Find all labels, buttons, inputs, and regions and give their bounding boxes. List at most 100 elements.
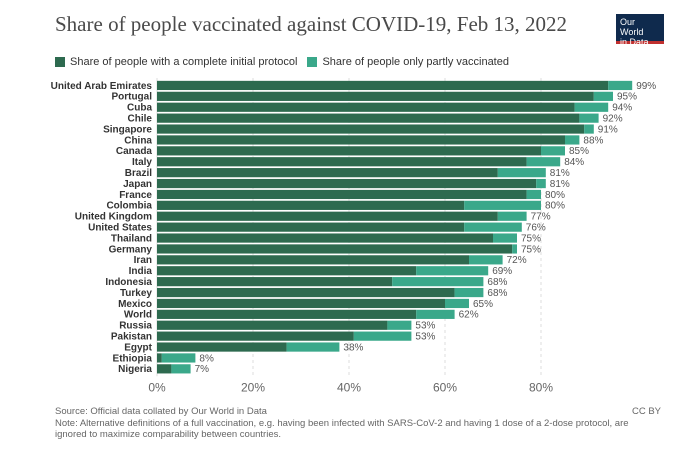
category-label: Brazil <box>125 168 152 179</box>
bar-partial <box>536 178 546 189</box>
x-tick-label: 20% <box>241 380 265 394</box>
bar-partial <box>416 266 489 276</box>
note-line-2: ignored to maximize comparability betwee… <box>55 429 281 440</box>
category-label: Portugal <box>111 92 152 103</box>
bar-partial <box>392 277 484 287</box>
bar-full <box>157 266 417 276</box>
bar-full <box>157 287 455 298</box>
category-label: Japan <box>123 179 152 190</box>
value-label: 84% <box>564 157 584 168</box>
category-label: Ethiopia <box>113 353 153 364</box>
bar-full <box>157 157 527 167</box>
bar-full <box>157 364 172 374</box>
bar-full <box>157 211 498 221</box>
bar-partial <box>416 309 455 319</box>
bar-partial <box>493 233 517 243</box>
value-label: 75% <box>521 233 541 244</box>
legend-label-partial: Share of people only partly vaccinated <box>322 56 509 68</box>
bar-full <box>157 124 585 134</box>
bar-partial <box>454 287 484 298</box>
category-label: Russia <box>119 321 152 332</box>
value-label: 68% <box>487 277 507 288</box>
bar-full <box>157 320 388 330</box>
category-label: Italy <box>132 157 152 168</box>
value-label: 80% <box>545 190 565 201</box>
bar-full <box>157 178 537 189</box>
bar-full <box>157 91 594 101</box>
value-label: 91% <box>598 124 618 135</box>
value-label: 8% <box>199 353 214 364</box>
bar-full <box>157 353 162 363</box>
bar-full <box>157 135 565 145</box>
category-label: Egypt <box>124 342 152 353</box>
value-label: 88% <box>583 135 603 146</box>
value-label: 62% <box>459 310 479 321</box>
logo-line-1: Our World <box>620 17 644 37</box>
logo-line-2: in Data <box>620 37 649 47</box>
bar-full <box>157 102 575 112</box>
bar-partial <box>593 91 613 101</box>
category-label: France <box>119 190 152 201</box>
chart-title: Share of people vaccinated against COVID… <box>55 12 568 36</box>
source-text: Source: Official data collated by Our Wo… <box>55 406 267 417</box>
bar-partial <box>565 135 580 145</box>
bar-partial <box>512 244 517 254</box>
bar-partial <box>353 331 412 341</box>
category-label: Nigeria <box>118 364 152 375</box>
category-label: Turkey <box>120 288 152 299</box>
category-label: United Arab Emirates <box>51 81 153 92</box>
value-label: 85% <box>569 146 589 157</box>
category-label: United Kingdom <box>75 212 152 223</box>
category-label: World <box>124 310 152 321</box>
bar-partial <box>608 80 633 91</box>
bar-partial <box>497 211 527 221</box>
bar-chart: 0% 20% 40% 60% 80% United Arab Emirates 99% Por… <box>51 78 656 394</box>
bar-partial <box>464 200 541 210</box>
legend: Share of people with a complete initial … <box>55 56 509 68</box>
category-label: Iran <box>134 255 152 266</box>
category-label: Colombia <box>106 201 152 212</box>
category-label: Canada <box>116 146 153 157</box>
bar-partial <box>526 157 561 167</box>
x-tick-label: 80% <box>529 380 553 394</box>
legend-swatch-full <box>55 57 65 67</box>
legend-swatch-partial <box>307 57 318 67</box>
bar-partial <box>574 102 609 112</box>
x-tick-label: 0% <box>148 380 166 394</box>
category-label: Thailand <box>111 233 152 244</box>
bar-full <box>157 342 287 352</box>
legend-item-full[interactable]: Share of people with a complete initial … <box>55 56 297 68</box>
value-label: 68% <box>487 288 507 299</box>
bar-full <box>157 113 580 123</box>
owid-logo[interactable]: Our World in Data <box>616 14 664 47</box>
value-label: 69% <box>492 266 512 277</box>
bar-full <box>157 309 417 319</box>
category-label: Mexico <box>118 299 152 310</box>
bar-full <box>157 277 393 287</box>
bar-full <box>157 168 498 178</box>
value-label: 53% <box>415 321 435 332</box>
value-label: 80% <box>545 201 565 212</box>
bar-full <box>157 331 354 341</box>
bar-full <box>157 189 527 200</box>
category-label: United States <box>88 222 152 233</box>
value-label: 77% <box>531 212 551 223</box>
category-label: Cuba <box>127 103 152 114</box>
category-label: Germany <box>109 244 153 255</box>
bar-partial <box>497 168 546 178</box>
license-text[interactable]: CC BY <box>631 406 661 417</box>
value-label: 75% <box>521 244 541 255</box>
bar-full <box>157 146 541 156</box>
bar-partial <box>387 320 412 330</box>
category-label: Indonesia <box>105 277 152 288</box>
category-label: Singapore <box>103 124 152 135</box>
legend-label-full: Share of people with a complete initial … <box>70 56 298 68</box>
bar-full <box>157 200 465 210</box>
legend-item-partial[interactable]: Share of people only partly vaccinated <box>307 56 509 68</box>
value-label: 81% <box>550 179 570 190</box>
bar-full <box>157 233 493 243</box>
bar-partial <box>584 124 594 134</box>
bar-partial <box>445 298 469 309</box>
bar-full <box>157 222 465 232</box>
value-label: 99% <box>636 81 656 92</box>
